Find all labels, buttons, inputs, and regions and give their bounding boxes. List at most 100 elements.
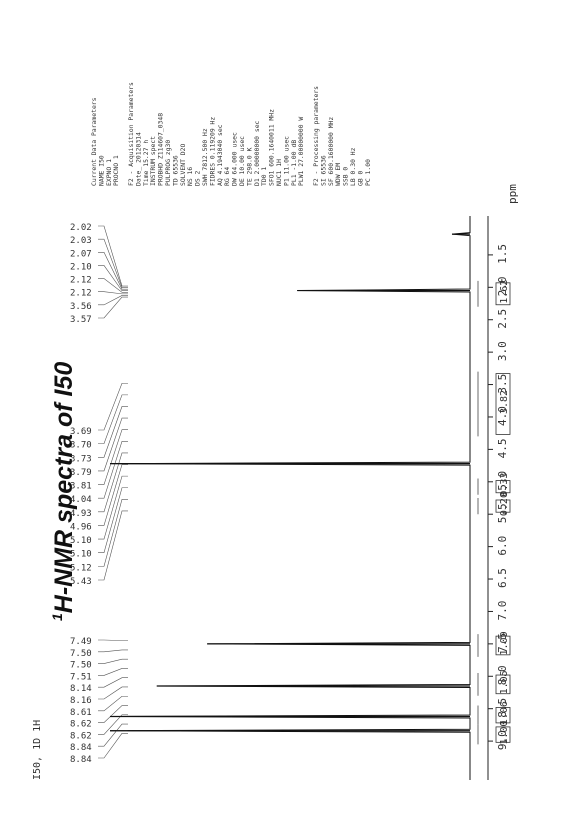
peak-leader-29 <box>98 238 128 288</box>
peak-leader-28 <box>98 251 128 290</box>
param-line-0: Current Data Parameters <box>90 97 98 186</box>
param-line-6: Date_ 20120314 <box>134 132 142 186</box>
peak-label-3: 8.62 <box>70 720 92 730</box>
peak-label-6: 8.14 <box>70 684 92 694</box>
param-line-16: FIDRES 0.119209 Hz <box>208 117 216 186</box>
peak-leader-10 <box>98 639 128 641</box>
x-axis-ticks: 9.0 8.5 8.0 7.5 7.0 6.5 6.0 5.5 5.0 4.5 4.0 3.5 3.0 2… <box>488 244 509 750</box>
sample-label: I50, 1D 1H <box>32 720 43 780</box>
peak-leader-0 <box>98 733 128 759</box>
peak-label-7: 7.51 <box>70 672 92 682</box>
param-line-17: AQ 4.1943040 sec <box>216 124 224 186</box>
spectrum-plot-area: 1H-NMR spectra of I50 I50, 1D 1H ppm 1.0… <box>32 184 519 780</box>
peak-leader-2 <box>98 714 128 735</box>
peak-label-12: 5.12 <box>70 563 92 573</box>
integral-value-3: 1.09 <box>499 631 510 655</box>
integral-box-5 <box>495 480 511 494</box>
peak-label-1: 8.84 <box>70 743 92 753</box>
peak-label-28: 2.07 <box>70 249 92 259</box>
spectrum-trace <box>109 216 471 780</box>
peak-label-14: 5.10 <box>70 536 92 546</box>
x-tick-label-2: 8.0 <box>496 665 509 685</box>
param-line-37: PC 1.00 <box>364 159 372 186</box>
param-line-34: SSB 0 <box>342 167 350 186</box>
x-tick-label-10: 4.0 <box>496 406 509 426</box>
param-line-32: SF 600.1600000 MHz <box>327 117 335 186</box>
peak-leader-3 <box>98 705 128 723</box>
param-line-23: TD0 1 <box>260 167 268 186</box>
integral-value-2: 1.05 <box>499 670 510 694</box>
peak-leader-15 <box>98 464 128 526</box>
integral-value-0: 1.00 <box>499 721 510 745</box>
x-axis-label: ppm <box>506 184 519 204</box>
title-main: H-NMR spectra of I50 <box>50 362 78 614</box>
param-line-13: NS 16 <box>186 167 194 186</box>
peak-leader-11 <box>98 510 128 581</box>
integral-value-4: 0.20 <box>499 492 510 516</box>
integral-box-6 <box>495 373 511 435</box>
param-line-20: DE 10.00 usec <box>238 136 246 186</box>
peak-leader-14 <box>98 475 128 540</box>
param-line-1: NAME I50 <box>97 155 105 186</box>
param-line-36: GB 0 <box>356 170 364 186</box>
param-line-9: PROBHD Z114607_0348 <box>157 113 165 186</box>
param-line-31: SI 65536 <box>319 155 327 186</box>
peak-leader-27 <box>98 265 128 292</box>
peak-label-10: 7.49 <box>70 637 92 647</box>
peak-label-4: 8.61 <box>70 708 92 718</box>
param-line-12: SOLVENT D2O <box>179 144 187 186</box>
peak-leader-24 <box>98 295 128 306</box>
x-tick-label-8: 5.0 <box>496 471 509 491</box>
param-line-26: P1 11.00 usec <box>282 136 290 186</box>
peak-label-18: 3.81 <box>70 482 92 492</box>
param-line-7: Time 15.27 h <box>142 140 150 186</box>
peak-label-19: 3.79 <box>70 468 92 478</box>
integral-box-1 <box>495 707 511 724</box>
acquisition-parameters-block: Current Data Parameters NAME I50 EXPNO 1 PR… <box>90 82 372 186</box>
integral-value-7: 1.62 <box>499 280 510 304</box>
peak-leader-8 <box>98 658 128 664</box>
peak-leader-7 <box>98 668 128 676</box>
integral-box-2 <box>495 674 511 695</box>
param-line-28: PLW1 27.00000000 W <box>297 117 305 186</box>
peak-label-25: 2.12 <box>70 289 92 299</box>
peak-leader-30 <box>98 225 128 287</box>
peak-leader-26 <box>98 278 128 293</box>
integral-value-6: 3.82 <box>499 390 510 414</box>
x-tick-label-4: 7.0 <box>496 601 509 621</box>
param-line-27: PL1 -1.00 dB <box>290 140 298 186</box>
peak-leader-23 <box>98 296 128 319</box>
peak-label-13: 5.10 <box>70 550 92 560</box>
chart-title: 1H-NMR spectra of I50 <box>49 362 78 621</box>
peak-label-21: 3.70 <box>70 441 92 451</box>
peak-label-9: 7.50 <box>70 649 92 659</box>
param-line-30: F2 - Processing parameters <box>312 86 320 186</box>
title-superscript: 1 <box>49 613 65 621</box>
x-tick-label-6: 6.0 <box>496 536 509 556</box>
peak-label-17: 4.04 <box>70 495 92 505</box>
peak-label-30: 2.02 <box>70 223 92 233</box>
peak-leader-6 <box>98 677 128 688</box>
param-line-3: PROCNO 1 <box>112 155 120 186</box>
integral-box-4 <box>495 499 511 513</box>
x-tick-label-0: 9.0 <box>496 730 509 750</box>
peak-label-26: 2.12 <box>70 276 92 286</box>
peak-label-fan: 8.848.848.628.628.618.168.147.517.507.50… <box>70 223 470 765</box>
integral-box-3 <box>495 635 511 656</box>
param-line-5: F2 - Acquisition Parameters <box>127 82 135 186</box>
peak-leader-22 <box>98 382 128 431</box>
peak-label-5: 8.16 <box>70 696 92 706</box>
x-tick-label-12: 3.0 <box>496 341 509 361</box>
x-tick-label-13: 2.5 <box>496 309 509 329</box>
param-line-21: TE 298.0 K <box>245 147 253 186</box>
peak-label-15: 4.96 <box>70 522 92 532</box>
x-tick-label-7: 5.5 <box>496 503 509 523</box>
param-line-15: SWH 7812.500 Hz <box>201 128 209 186</box>
peak-label-22: 3.69 <box>70 427 92 437</box>
peak-leader-13 <box>98 487 128 554</box>
param-line-19: DW 64.000 usec <box>231 132 239 186</box>
integral-box-7 <box>495 282 511 306</box>
peak-leader-12 <box>98 499 128 567</box>
x-tick-label-1: 8.5 <box>496 698 509 718</box>
